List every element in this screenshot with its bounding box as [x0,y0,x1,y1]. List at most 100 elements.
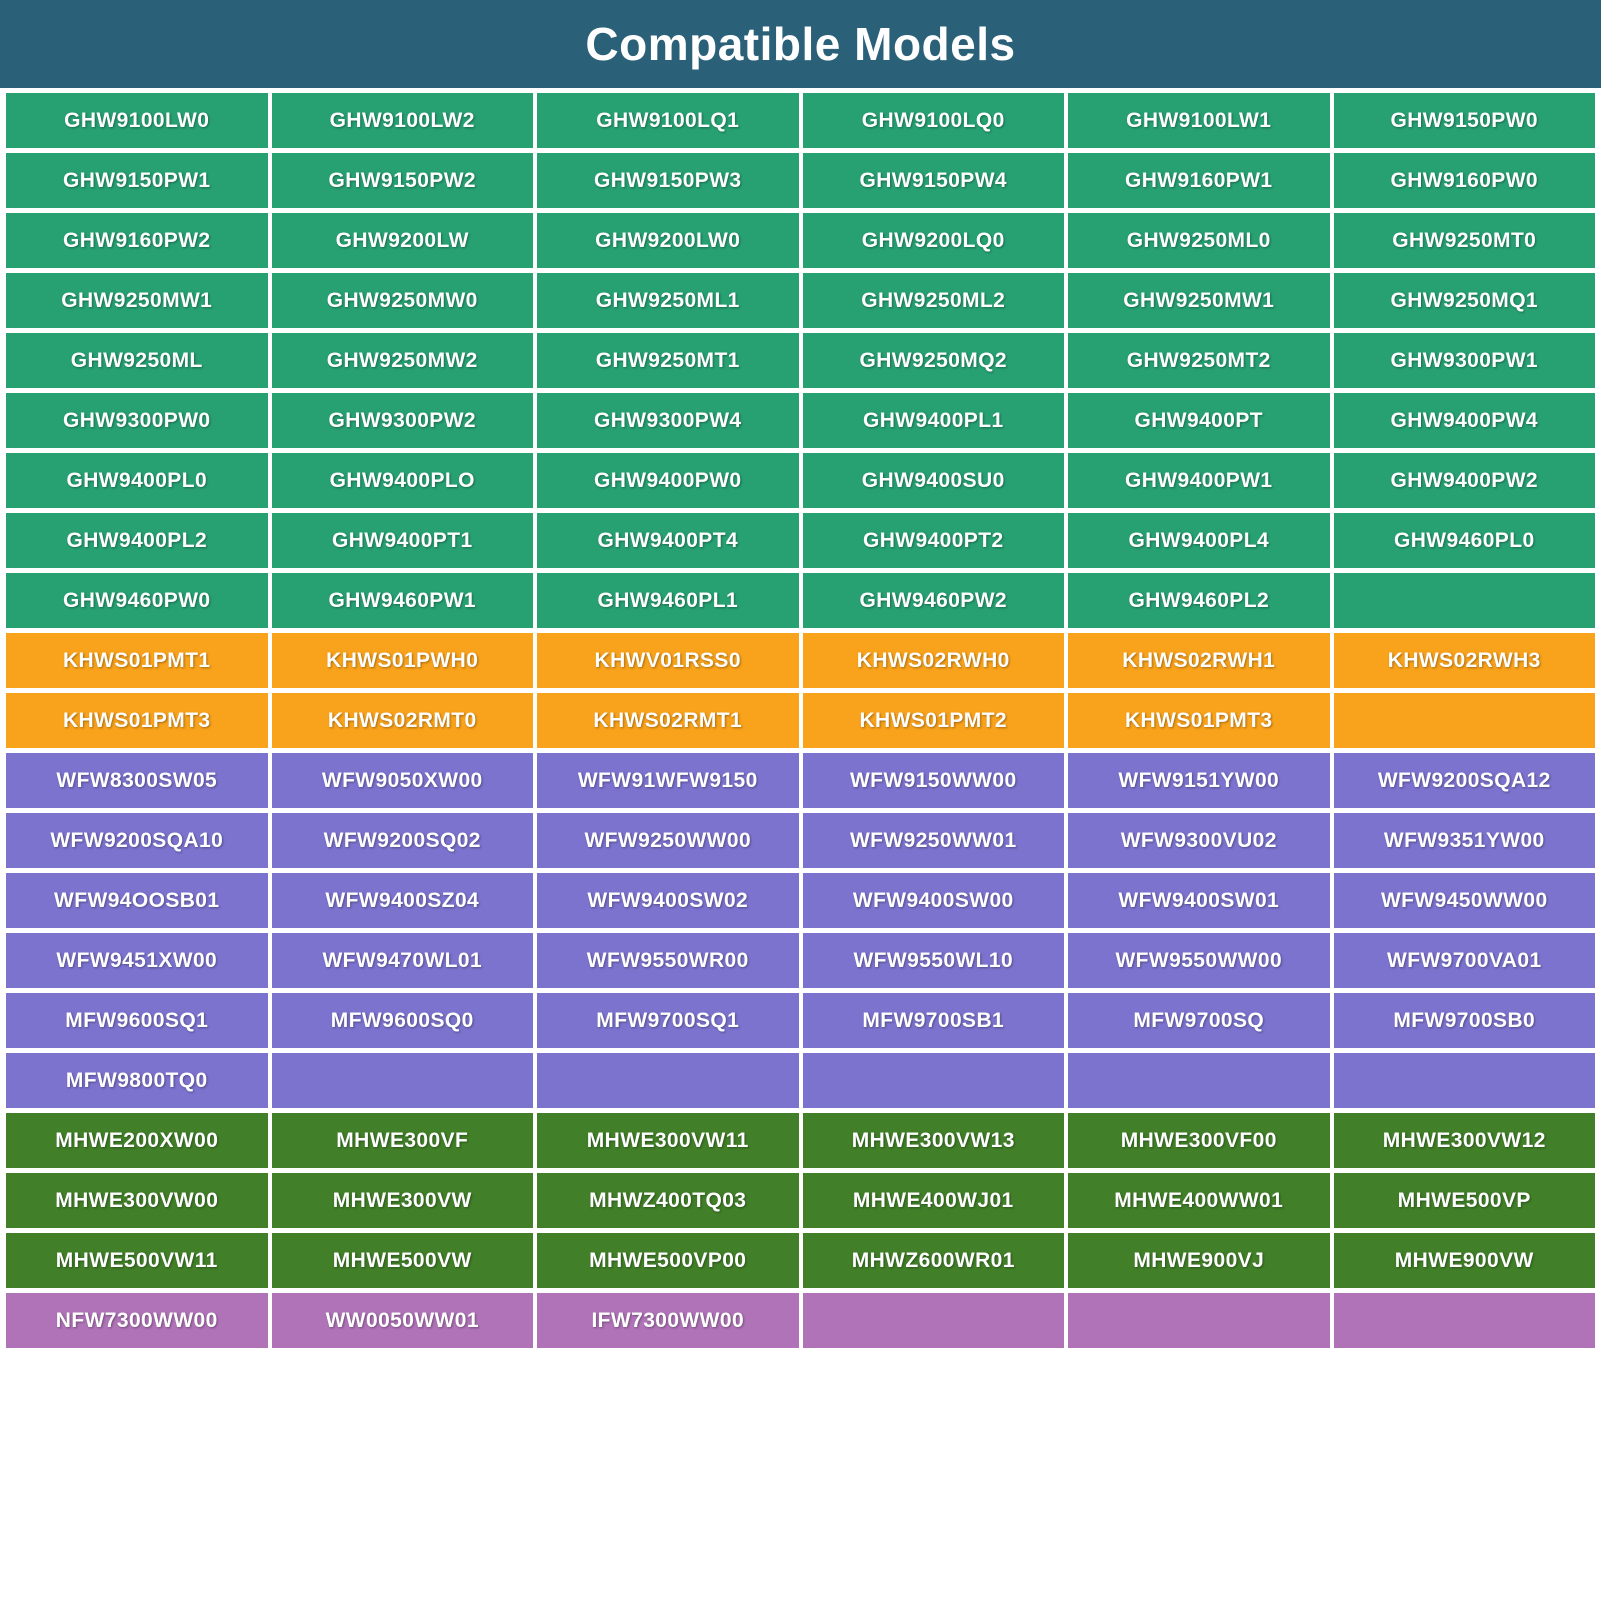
model-cell: KHWS01PWH0 [271,633,533,688]
model-cell: WFW9450WW00 [1333,873,1595,928]
model-cell: GHW9100LW0 [6,93,268,148]
model-cell: MHWE500VP00 [537,1233,799,1288]
model-cell: GHW9250MQ2 [802,333,1064,388]
model-cell: GHW9400PT1 [271,513,533,568]
model-cell: WFW9700VA01 [1333,933,1595,988]
model-table: GHW9100LW0 GHW9100LW2 GHW9100LQ1 GHW9100LQ0… [0,88,1601,1348]
page-header: Compatible Models [0,0,1601,88]
model-cell: WFW9200SQA10 [6,813,268,868]
model-cell: GHW9400PL2 [6,513,268,568]
model-cell: GHW9300PW1 [1333,333,1595,388]
model-cell: GHW9300PW4 [537,393,799,448]
model-cell: MFW9600SQ0 [271,993,533,1048]
model-cell: KHWS01PMT2 [802,693,1064,748]
model-cell: MHWE200XW00 [6,1113,268,1168]
model-cell: GHW9400PT4 [537,513,799,568]
model-cell: GHW9200LQ0 [802,213,1064,268]
model-cell-empty [271,1053,533,1108]
model-cell: WFW9300VU02 [1068,813,1330,868]
model-cell: WFW9250WW01 [802,813,1064,868]
model-cell: GHW9160PW1 [1068,153,1330,208]
model-cell: GHW9460PL2 [1068,573,1330,628]
model-cell-empty [802,1293,1064,1348]
model-cell: WFW9451XW00 [6,933,268,988]
model-cell: GHW9150PW3 [537,153,799,208]
model-cell: GHW9400PW1 [1068,453,1330,508]
model-cell: GHW9400PT [1068,393,1330,448]
model-cell: MHWE400WJ01 [802,1173,1064,1228]
model-cell: GHW9150PW1 [6,153,268,208]
model-cell: GHW9100LQ0 [802,93,1064,148]
model-cell: GHW9250MW2 [271,333,533,388]
model-cell: MHWE900VJ [1068,1233,1330,1288]
model-cell: WFW9351YW00 [1333,813,1595,868]
model-cell: WFW9550WR00 [537,933,799,988]
model-cell: WFW9550WL10 [802,933,1064,988]
model-cell: KHWS02RWH3 [1333,633,1595,688]
model-cell: KHWS02RMT0 [271,693,533,748]
model-cell: GHW9460PW0 [6,573,268,628]
model-cell: GHW9100LW2 [271,93,533,148]
model-cell: MFW9800TQ0 [6,1053,268,1108]
model-cell: GHW9250MW1 [1068,273,1330,328]
model-cell: GHW9300PW2 [271,393,533,448]
model-cell: WFW9400SW02 [537,873,799,928]
model-cell: GHW9400PLO [271,453,533,508]
model-cell: GHW9400PT2 [802,513,1064,568]
model-cell-empty [1333,1053,1595,1108]
model-cell: MHWE300VW00 [6,1173,268,1228]
model-cell: GHW9160PW2 [6,213,268,268]
model-cell: WFW9400SW00 [802,873,1064,928]
model-cell: WW0050WW01 [271,1293,533,1348]
model-cell: WFW9050XW00 [271,753,533,808]
model-cell: KHWS02RWH1 [1068,633,1330,688]
model-cell: GHW9400PW0 [537,453,799,508]
model-cell: KHWS01PMT3 [6,693,268,748]
model-cell: GHW9460PL1 [537,573,799,628]
model-cell: GHW9400PL0 [6,453,268,508]
model-cell: GHW9100LQ1 [537,93,799,148]
model-cell: MFW9700SQ1 [537,993,799,1048]
model-cell: GHW9400PL4 [1068,513,1330,568]
model-cell: WFW8300SW05 [6,753,268,808]
model-cell: WFW9151YW00 [1068,753,1330,808]
model-cell: GHW9250ML2 [802,273,1064,328]
model-cell: MHWZ600WR01 [802,1233,1064,1288]
model-cell: KHWV01RSS0 [537,633,799,688]
model-cell: GHW9250ML [6,333,268,388]
model-cell: KHWS02RMT1 [537,693,799,748]
model-cell-empty [1068,1053,1330,1108]
model-cell: GHW9250ML1 [537,273,799,328]
page-title: Compatible Models [585,18,1016,70]
model-cell: GHW9150PW4 [802,153,1064,208]
model-cell: WFW9400SW01 [1068,873,1330,928]
model-cell: GHW9400SU0 [802,453,1064,508]
model-cell: WFW9200SQA12 [1333,753,1595,808]
model-cell: GHW9250ML0 [1068,213,1330,268]
model-cell: MHWE400WW01 [1068,1173,1330,1228]
model-cell: WFW9200SQ02 [271,813,533,868]
model-cell: GHW9250MW0 [271,273,533,328]
model-cell: MHWZ400TQ03 [537,1173,799,1228]
model-cell: IFW7300WW00 [537,1293,799,1348]
model-cell: NFW7300WW00 [6,1293,268,1348]
model-cell: GHW9200LW [271,213,533,268]
model-cell: GHW9160PW0 [1333,153,1595,208]
model-cell: GHW9300PW0 [6,393,268,448]
model-cell: MHWE300VF [271,1113,533,1168]
model-cell: WFW9470WL01 [271,933,533,988]
model-cell: WFW9150WW00 [802,753,1064,808]
model-cell: GHW9250MT0 [1333,213,1595,268]
model-cell: GHW9150PW2 [271,153,533,208]
model-cell-empty [1333,1293,1595,1348]
model-cell: GHW9250MT2 [1068,333,1330,388]
model-cell: GHW9460PL0 [1333,513,1595,568]
model-cell: MHWE900VW [1333,1233,1595,1288]
model-cell: KHWS02RWH0 [802,633,1064,688]
model-cell: MFW9600SQ1 [6,993,268,1048]
model-cell: GHW9250MW1 [6,273,268,328]
model-cell: GHW9400PW2 [1333,453,1595,508]
model-cell: GHW9250MQ1 [1333,273,1595,328]
model-cell: GHW9400PL1 [802,393,1064,448]
